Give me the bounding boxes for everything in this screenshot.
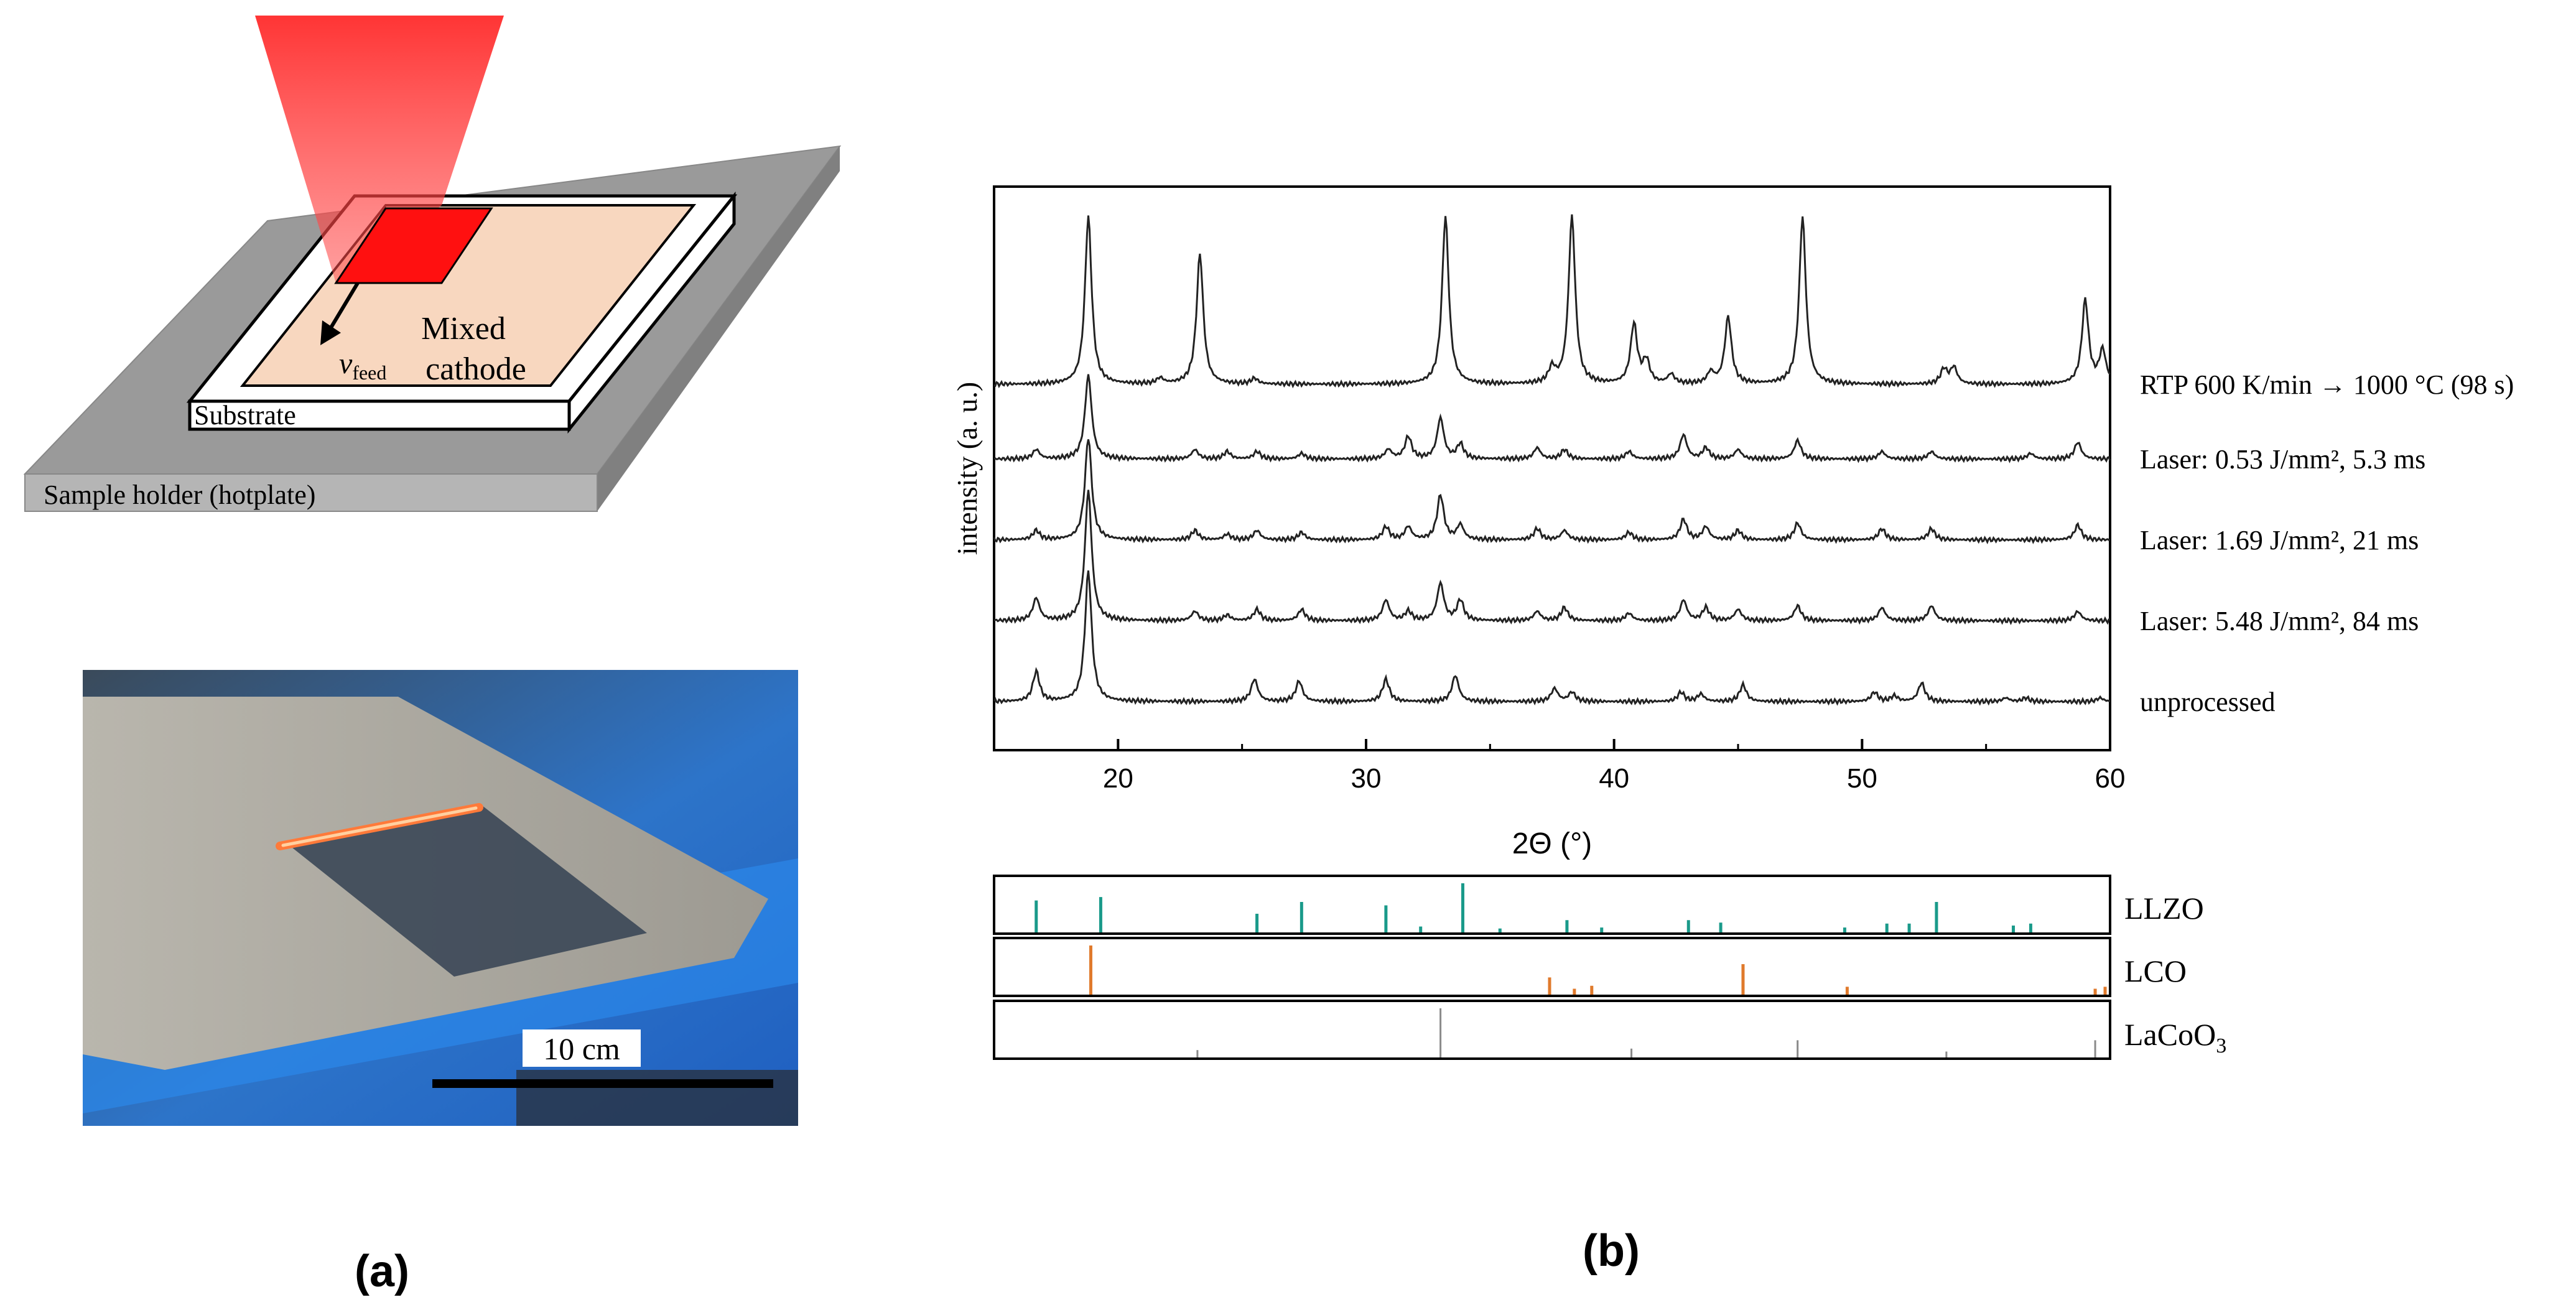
xrd-trace-2 [993, 439, 2111, 544]
xrd-series-label-3: Laser: 5.48 J/mm², 84 ms [2140, 606, 2419, 636]
xrd-chart: RTP 600 K/min → 1000 °C (98 s) Laser: 0.5… [951, 185, 2514, 860]
xrd-x-tick-label-2: 40 [1599, 763, 1629, 794]
scale-bar-label-bg [523, 1029, 641, 1067]
xrd-x-axis: 20 30 40 50 60 [993, 739, 2126, 794]
photo-laser-processing: 10 cm [83, 670, 798, 1126]
xrd-x-tick-label-0: 20 [1103, 763, 1133, 794]
panel-a-caption: (a) [355, 1247, 409, 1296]
xrd-series-labels: RTP 600 K/min → 1000 °C (98 s) Laser: 0.5… [2140, 369, 2514, 717]
feed-arrow-head [320, 320, 341, 345]
xrd-plot-frame [993, 185, 2111, 751]
laser-schematic: vfeed Mixed cathode Substrate Sample hol… [23, 16, 842, 512]
feed-arrow [328, 282, 360, 331]
xrd-series-label-4: unprocessed [2140, 687, 2276, 717]
ref-label-lacoo3: LaCoO3 [2124, 1017, 2226, 1057]
xrd-series-label-2: Laser: 1.69 J/mm², 21 ms [2140, 525, 2419, 555]
photo-processed-area [286, 806, 647, 977]
reference-patterns: LLZO LCO LaCoO3 [993, 875, 2226, 1060]
scale-bar-label: 10 cm [543, 1031, 620, 1066]
ref-label-llzo: LLZO [2124, 891, 2204, 926]
laser-spot [334, 207, 493, 284]
photo-dark-foreground [516, 1070, 798, 1126]
xrd-y-axis-label: intensity (a. u.) [951, 382, 983, 555]
xrd-x-tick-label-1: 30 [1351, 763, 1382, 794]
substrate-side [567, 191, 736, 434]
ref-frame-llzo [993, 875, 2111, 935]
photo-laser-line-core [281, 806, 478, 847]
ref-sticks [1035, 883, 2107, 1057]
mixed-cathode-label-line1: Mixed [421, 311, 506, 346]
xrd-traces [993, 214, 2111, 706]
panel-b-caption: (b) [1583, 1226, 1640, 1276]
xrd-x-tick-label-4: 60 [2095, 763, 2126, 794]
ref-frame-lacoo3 [993, 1000, 2111, 1060]
hotplate-label: Sample holder (hotplate) [44, 480, 315, 510]
xrd-x-axis-label: 2Θ (°) [1512, 827, 1593, 860]
xrd-trace-4 [993, 570, 2111, 706]
xrd-trace-3 [993, 490, 2111, 625]
xrd-trace-1 [993, 374, 2111, 463]
xrd-series-label-1: Laser: 0.53 J/mm², 5.3 ms [2140, 444, 2425, 475]
hotplate-right-side [597, 146, 840, 511]
substrate-label: Substrate [194, 400, 296, 430]
ref-frame-lco [993, 937, 2111, 997]
xrd-x-tick-label-3: 50 [1847, 763, 1877, 794]
mixed-cathode-label-line2: cathode [425, 351, 526, 387]
laser-beam [255, 16, 504, 283]
ref-label-lacoo3-main: LaCoO [2124, 1017, 2216, 1052]
hotplate-front [24, 473, 598, 512]
velocity-label: vfeed [339, 347, 386, 384]
xrd-series-label-0: RTP 600 K/min → 1000 °C (98 s) [2140, 369, 2514, 400]
ref-label-lco: LCO [2124, 954, 2187, 988]
xrd-trace-0 [993, 214, 2111, 389]
ref-label-lacoo3-sub: 3 [2216, 1034, 2226, 1057]
